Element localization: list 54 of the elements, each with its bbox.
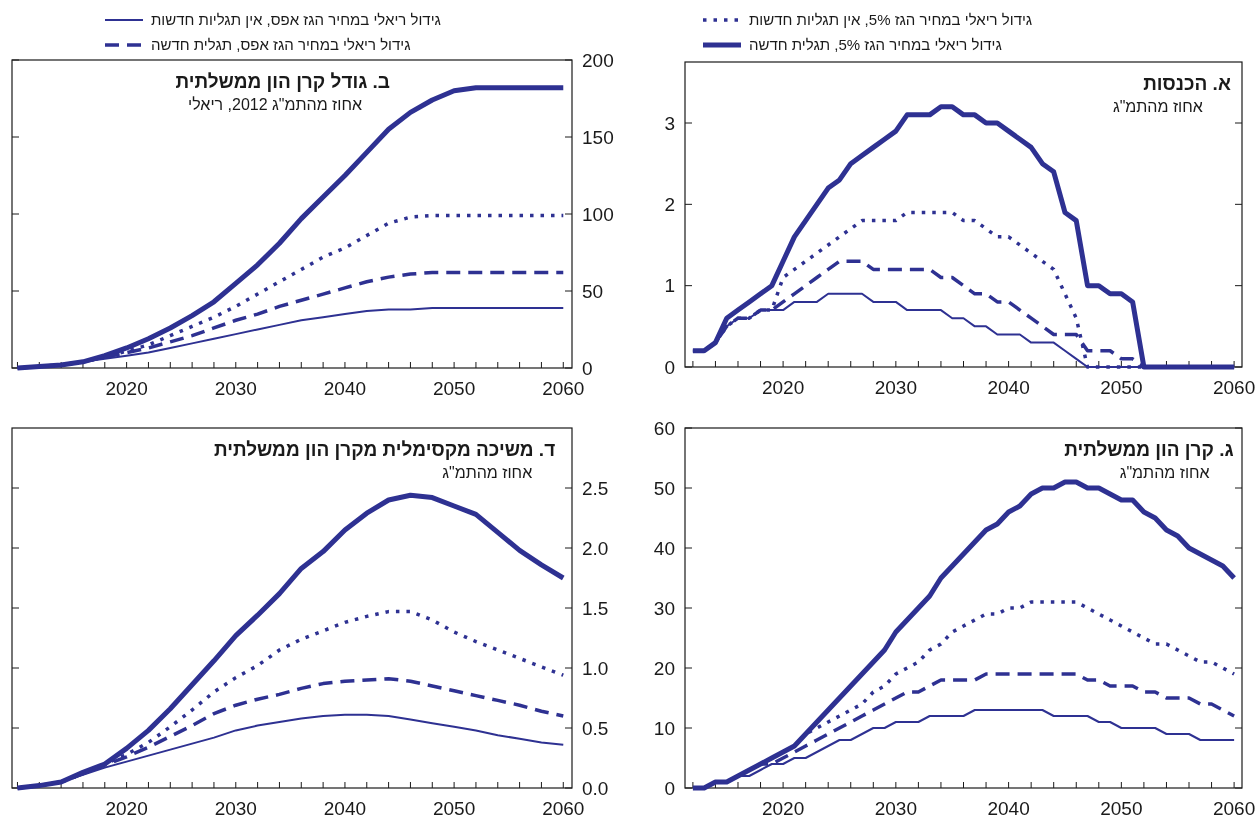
y-tick-label: 100 [582,203,614,225]
y-tick-label: 1 [664,275,675,297]
legend-label: גידול ריאלי במחיר הגז אפס, אין תגליות חדשות [151,11,441,28]
text: אחוז מהתמ"ג [1119,464,1210,481]
x-tick-label: 2030 [214,797,257,819]
x-tick-label: 2030 [874,797,917,819]
x-tick-label: 2060 [1212,376,1256,398]
x-tick-label: 2050 [432,797,476,819]
legend-label: גידול ריאלי במחיר הגז 5%, אין תגליות חדשות [749,11,1033,28]
legend-label: גידול ריאלי במחיר הגז 5%, תגלית חדשה [749,36,1002,53]
x-tick-label: 2040 [987,797,1030,819]
y-tick-label: 200 [582,49,614,71]
y-tick-label: 0 [664,777,675,799]
x-tick-label: 2040 [323,377,367,399]
x-tick-label: 2040 [323,797,367,819]
x-tick-label: 2020 [105,377,148,399]
x-tick-label: 2030 [214,377,257,399]
y-tick-label: 0.5 [582,717,609,739]
y-tick-label: 60 [653,417,675,439]
y-tick-label: 2.0 [582,537,609,559]
x-tick-label: 2020 [105,797,148,819]
legend-label: גידול ריאלי במחיר הגז אפס, תגלית חדשה [151,36,411,53]
y-tick-label: 0 [664,356,675,378]
y-tick-label: 30 [653,597,675,619]
x-tick-label: 2050 [1100,797,1143,819]
y-tick-label: 40 [653,537,675,559]
x-tick-label: 2050 [432,377,476,399]
x-tick-label: 2060 [1212,797,1256,819]
x-tick-label: 2050 [1100,376,1143,398]
x-tick-label: 2060 [542,377,585,399]
y-tick-label: 10 [653,717,675,739]
y-tick-label: 2 [664,193,675,215]
text: א. הכנסות [1143,73,1231,94]
y-tick-label: 50 [653,477,675,499]
x-tick-label: 2030 [874,376,917,398]
y-tick-label: 20 [653,657,675,679]
text: ג. קרן הון ממשלתית [1064,439,1234,460]
y-tick-label: 50 [582,280,604,302]
y-tick-label: 0 [582,357,593,379]
x-tick-label: 2060 [542,797,585,819]
y-tick-label: 1.5 [582,597,609,619]
y-tick-label: 0.0 [582,777,609,799]
text: אחוז מהתמ"ג 2012, ריאלי [188,96,362,113]
text: אחוז מהתמ"ג [1112,98,1203,115]
x-tick-label: 2020 [761,797,805,819]
text: אחוז מהתמ"ג [442,464,533,481]
y-tick-label: 2.5 [582,477,609,499]
text: ד. משיכה מקסימלית מקרן הון ממשלתית [213,439,556,460]
y-tick-label: 1.0 [582,657,609,679]
y-tick-label: 150 [582,126,614,148]
y-tick-label: 3 [664,112,675,134]
x-tick-label: 2020 [761,376,805,398]
text: ב. גודל קרן הון ממשלתית [175,71,390,92]
x-tick-label: 2040 [987,376,1030,398]
